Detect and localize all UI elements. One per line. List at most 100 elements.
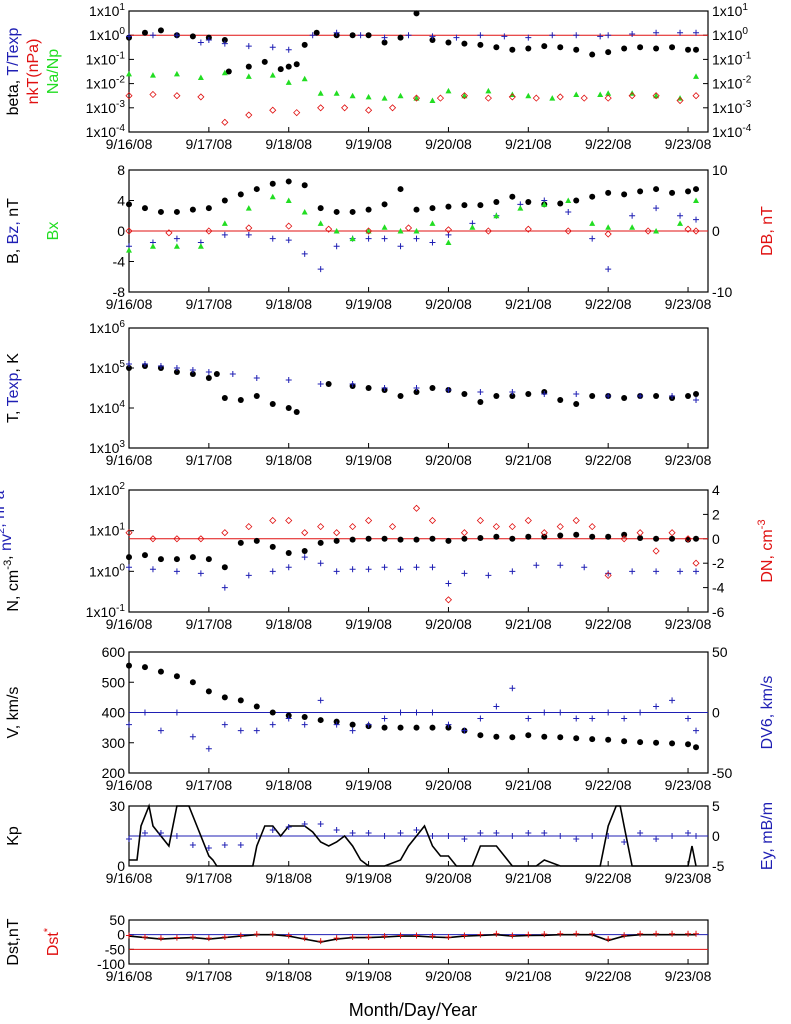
y-axis-label: V, km/s (5, 687, 22, 739)
x-tick-label: 9/22/08 (585, 968, 632, 984)
data-point (285, 564, 292, 571)
data-point (573, 391, 580, 397)
data-point (301, 721, 308, 728)
data-point (317, 697, 324, 704)
data-point (301, 529, 309, 537)
data-point (445, 39, 452, 46)
data-point (484, 94, 492, 102)
data-point (126, 70, 132, 77)
data-point (557, 200, 564, 207)
data-point (524, 516, 532, 525)
y-tick-label: 1x10-3 (86, 99, 126, 116)
data-point (221, 118, 229, 126)
data-point (381, 385, 388, 391)
data-point (381, 34, 388, 41)
y2-axis-label: DN, cm-3 (756, 519, 776, 582)
data-point (197, 243, 204, 249)
x-tick-label: 9/20/08 (425, 777, 472, 793)
panel-5: 200 300 400 500 600 -50 0 50 9/16/08 9/17/08 9/18/… (5, 644, 776, 793)
data-point (301, 41, 308, 48)
data-point (429, 37, 436, 44)
y-tick-label: 600 (102, 644, 126, 660)
data-point (413, 235, 420, 242)
data-point (197, 39, 204, 46)
data-point (173, 92, 181, 100)
plot-frame (128, 327, 709, 449)
data-point (693, 29, 700, 36)
y-axis-label-3: Bx (45, 222, 62, 241)
data-point (693, 216, 700, 223)
data-point (349, 566, 356, 573)
data-point (693, 73, 700, 79)
data-point (653, 703, 660, 710)
series-black (126, 662, 700, 751)
x-tick-label: 9/19/08 (345, 136, 392, 152)
data-point (509, 833, 516, 839)
data-point (413, 827, 420, 833)
data-point (629, 568, 636, 575)
data-point (269, 235, 276, 242)
y-tick-label: 1x106 (89, 319, 125, 336)
plot-frame (128, 10, 709, 133)
data-point (125, 227, 133, 235)
data-point (365, 106, 373, 114)
data-point (557, 833, 564, 839)
x-tick-label: 9/18/08 (265, 777, 312, 793)
data-point (589, 736, 596, 743)
series-black (126, 531, 700, 571)
data-point (477, 534, 484, 541)
data-point (669, 535, 676, 542)
data-point (653, 739, 660, 746)
data-point (493, 830, 500, 836)
y2-tick-label: 1x10-1 (712, 50, 752, 67)
data-point (253, 727, 260, 734)
data-point (126, 361, 132, 367)
data-point (413, 932, 420, 939)
data-point (237, 727, 244, 734)
data-point (685, 715, 692, 722)
data-point (429, 933, 436, 940)
data-point (693, 46, 700, 53)
data-point (684, 225, 692, 233)
data-point (173, 243, 180, 249)
data-point (557, 562, 564, 569)
data-point (245, 205, 252, 211)
data-point (461, 40, 468, 47)
data-point (412, 504, 421, 512)
data-point (301, 714, 308, 721)
data-point (365, 93, 372, 100)
y2-tick-label: 4 (712, 482, 720, 498)
data-point (269, 709, 276, 716)
y-tick-label: -8 (113, 284, 126, 300)
data-point (525, 34, 532, 41)
data-point (221, 842, 228, 848)
data-point (429, 220, 436, 226)
data-point (269, 543, 276, 550)
y-tick-label: 1x102 (89, 481, 125, 498)
data-point (493, 703, 500, 710)
data-point (237, 397, 244, 403)
data-point (333, 568, 340, 575)
data-point (245, 43, 252, 50)
data-point (141, 830, 148, 836)
data-point (141, 29, 148, 36)
data-point (605, 709, 612, 716)
data-point (429, 564, 436, 571)
data-point (333, 718, 340, 725)
data-point (309, 32, 316, 39)
data-point (381, 724, 388, 731)
data-point (557, 930, 564, 937)
data-point (397, 932, 404, 939)
data-point (669, 44, 676, 51)
data-point (126, 365, 132, 371)
data-point (381, 95, 388, 101)
data-point (221, 40, 228, 47)
data-point (189, 679, 196, 686)
data-point (525, 830, 532, 836)
data-point (669, 740, 676, 747)
data-point (573, 735, 580, 742)
x-axis-label: Month/Day/Year (349, 1000, 477, 1020)
x-tick-label: 9/17/08 (186, 136, 233, 152)
data-point (253, 393, 260, 399)
data-point (157, 830, 164, 836)
